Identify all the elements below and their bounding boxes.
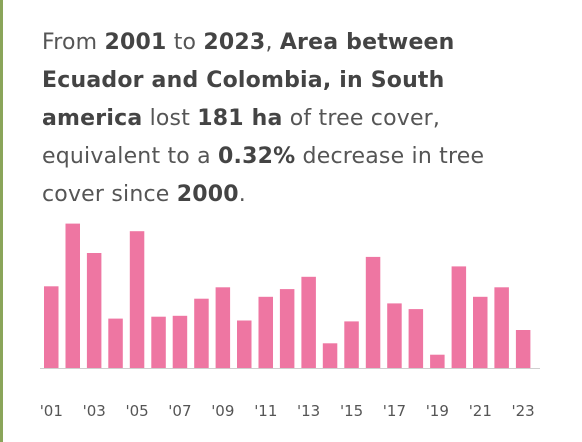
- x-tick-label: '21: [469, 402, 492, 420]
- bar-2001[interactable]: [44, 286, 59, 368]
- bar-2006[interactable]: [151, 316, 166, 368]
- bar-2015[interactable]: [344, 321, 359, 368]
- bar-2020[interactable]: [451, 266, 467, 368]
- bar-2018[interactable]: [408, 309, 424, 368]
- bar-2005[interactable]: [129, 231, 145, 368]
- bar-2019[interactable]: [430, 354, 445, 368]
- bar-2022[interactable]: [494, 287, 509, 369]
- x-tick-label: '19: [426, 402, 449, 420]
- bar-2007[interactable]: [172, 315, 188, 369]
- summary-text-part: decrease in tree cover since: [42, 144, 485, 207]
- end-year: 2023: [203, 30, 266, 55]
- summary-text-part: .: [238, 182, 246, 207]
- location-name: Area between Ecuador and Colombia, in So…: [42, 30, 455, 131]
- bar-2013[interactable]: [301, 276, 316, 368]
- bar-2017[interactable]: [387, 303, 402, 368]
- start-year: 2001: [104, 30, 167, 55]
- bar-2021[interactable]: [473, 296, 488, 369]
- x-tick-label: '09: [211, 402, 234, 420]
- tree-cover-loss-bar-chart: '01 '03 '05 '07 '09 '11 '13 '15 '17 '19 '21 '23: [40, 223, 540, 420]
- bar-2012[interactable]: [279, 289, 295, 368]
- bar-2010[interactable]: [237, 320, 252, 369]
- x-tick-label: '17: [383, 402, 406, 420]
- bar-2008[interactable]: [194, 298, 209, 368]
- bar-2009[interactable]: [215, 287, 231, 369]
- summary-text: From 2001 to 2023, Area between Ecuador …: [42, 24, 552, 214]
- x-tick-label: '23: [511, 402, 534, 420]
- x-tick-label: '05: [125, 402, 148, 420]
- bar-2014[interactable]: [322, 343, 338, 368]
- x-tick-label: '13: [297, 402, 320, 420]
- loss-percent-value: 0.32%: [218, 144, 296, 169]
- summary-text-part: to: [166, 30, 204, 55]
- summary-text-part: ,: [265, 30, 280, 55]
- base-year: 2000: [176, 182, 239, 207]
- bar-2011[interactable]: [258, 296, 274, 369]
- left-accent-rule: [0, 0, 3, 442]
- x-tick-label: '11: [254, 402, 277, 420]
- x-tick-label: '15: [340, 402, 363, 420]
- bar-2002[interactable]: [65, 223, 81, 368]
- summary-text-part: lost: [142, 106, 198, 131]
- x-tick-label: '07: [168, 402, 191, 420]
- bar-2003[interactable]: [86, 253, 102, 368]
- summary-text-part: From: [42, 30, 105, 55]
- tree-cover-loss-value: 181 ha: [197, 106, 283, 131]
- bar-2023[interactable]: [515, 330, 531, 368]
- summary-text-part: of tree cover, equivalent to a: [42, 106, 441, 169]
- bar-2016[interactable]: [365, 256, 381, 368]
- x-tick-label: '03: [83, 402, 106, 420]
- bar-2004[interactable]: [108, 318, 123, 368]
- x-tick-label: '01: [40, 402, 63, 420]
